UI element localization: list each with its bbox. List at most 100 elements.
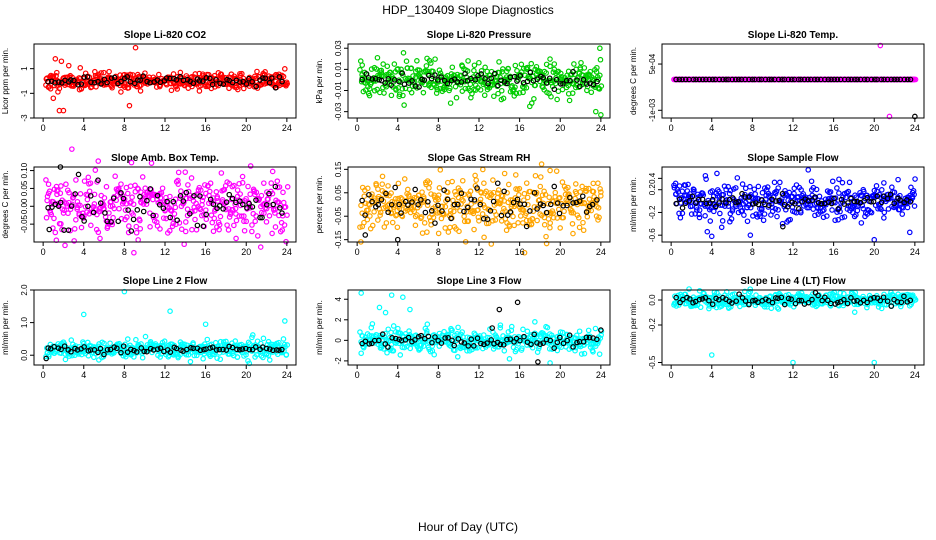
y-tick-label: -1 bbox=[20, 89, 29, 97]
data-point bbox=[546, 194, 552, 201]
data-point-black bbox=[729, 76, 736, 83]
data-point bbox=[276, 339, 282, 346]
data-point bbox=[729, 206, 736, 212]
data-point-black bbox=[55, 79, 62, 85]
data-point-black bbox=[229, 79, 236, 86]
data-point-black bbox=[234, 346, 240, 353]
data-point-black bbox=[746, 301, 752, 308]
data-point-black bbox=[465, 343, 472, 349]
data-point bbox=[543, 233, 549, 240]
panel-ylabel: ml/min per min. bbox=[315, 300, 324, 355]
x-tick-label: 4 bbox=[81, 247, 86, 257]
data-point-black bbox=[795, 76, 802, 83]
data-point bbox=[702, 203, 708, 209]
data-point-black bbox=[144, 78, 150, 85]
panel-points bbox=[671, 286, 919, 366]
data-point-black bbox=[147, 186, 154, 192]
data-point-black bbox=[75, 81, 81, 88]
data-point bbox=[456, 228, 462, 235]
data-point-black bbox=[693, 200, 699, 206]
data-point bbox=[225, 227, 232, 233]
data-point bbox=[595, 180, 601, 187]
data-point-black bbox=[756, 76, 762, 83]
data-point-black bbox=[517, 73, 524, 79]
data-point-black bbox=[749, 201, 756, 207]
data-point-black bbox=[736, 291, 742, 298]
data-point bbox=[703, 176, 709, 182]
panel-points bbox=[43, 44, 290, 114]
data-point bbox=[499, 193, 506, 199]
data-point-outlier bbox=[52, 55, 59, 62]
data-point bbox=[696, 207, 703, 213]
data-point bbox=[813, 186, 820, 193]
data-point bbox=[581, 199, 588, 206]
data-point-black bbox=[277, 205, 283, 211]
data-point bbox=[492, 217, 499, 223]
data-point-black bbox=[805, 76, 811, 83]
data-point bbox=[133, 336, 139, 343]
y-tick-label: 0 bbox=[334, 338, 343, 343]
data-point bbox=[836, 190, 842, 196]
panel-ylabel: Licor ppm per min. bbox=[1, 48, 10, 114]
data-point bbox=[175, 177, 181, 184]
data-point-black bbox=[819, 297, 825, 304]
data-point bbox=[260, 335, 267, 342]
data-point-black bbox=[854, 198, 861, 205]
data-point bbox=[447, 100, 454, 106]
data-point bbox=[497, 74, 503, 81]
data-point bbox=[406, 328, 412, 334]
data-point bbox=[77, 202, 83, 209]
data-point-black bbox=[432, 220, 438, 226]
data-point-black bbox=[75, 171, 82, 178]
data-point-black bbox=[209, 81, 216, 88]
data-point bbox=[696, 214, 703, 221]
data-point-black bbox=[511, 73, 518, 80]
data-point bbox=[431, 351, 438, 358]
data-point bbox=[437, 167, 444, 173]
data-point-black bbox=[362, 212, 368, 218]
data-point bbox=[587, 68, 594, 75]
data-point-black bbox=[266, 79, 273, 86]
y-tick-label: -0.6 bbox=[648, 228, 657, 242]
data-point-black bbox=[716, 76, 723, 83]
data-point bbox=[157, 354, 163, 360]
y-tick-label: 1.0 bbox=[20, 316, 29, 328]
data-point-black bbox=[907, 199, 914, 205]
data-point-black bbox=[560, 202, 567, 209]
data-point-black bbox=[426, 72, 432, 79]
data-point bbox=[229, 207, 236, 213]
data-point bbox=[578, 59, 584, 66]
data-point-black bbox=[140, 73, 147, 79]
data-point-black bbox=[811, 76, 818, 83]
data-point-black bbox=[877, 297, 884, 304]
y-tick-label: -0.15 bbox=[334, 230, 343, 249]
data-point-black bbox=[236, 198, 243, 204]
data-point bbox=[226, 214, 233, 220]
data-point-black bbox=[226, 343, 232, 350]
panel-points bbox=[671, 42, 919, 120]
data-point bbox=[475, 214, 482, 221]
data-point bbox=[82, 203, 89, 210]
data-point bbox=[858, 220, 865, 226]
data-point bbox=[581, 350, 588, 357]
data-point-black bbox=[517, 337, 523, 344]
data-point bbox=[254, 68, 260, 75]
data-point bbox=[452, 188, 458, 195]
data-point-black bbox=[848, 76, 855, 83]
data-point bbox=[284, 212, 290, 218]
data-point-black bbox=[144, 197, 150, 204]
data-point bbox=[247, 191, 253, 198]
data-point bbox=[238, 213, 245, 219]
data-point-black bbox=[428, 75, 435, 82]
x-tick-label: 12 bbox=[474, 123, 484, 133]
data-point bbox=[471, 62, 478, 69]
data-point-black bbox=[696, 296, 703, 303]
data-point-black bbox=[216, 203, 223, 209]
data-point bbox=[560, 214, 567, 221]
data-point bbox=[141, 197, 148, 203]
data-point bbox=[525, 201, 531, 208]
data-point bbox=[239, 70, 245, 77]
data-point bbox=[130, 201, 137, 208]
data-point bbox=[516, 90, 523, 96]
data-point-outlier bbox=[547, 360, 553, 366]
